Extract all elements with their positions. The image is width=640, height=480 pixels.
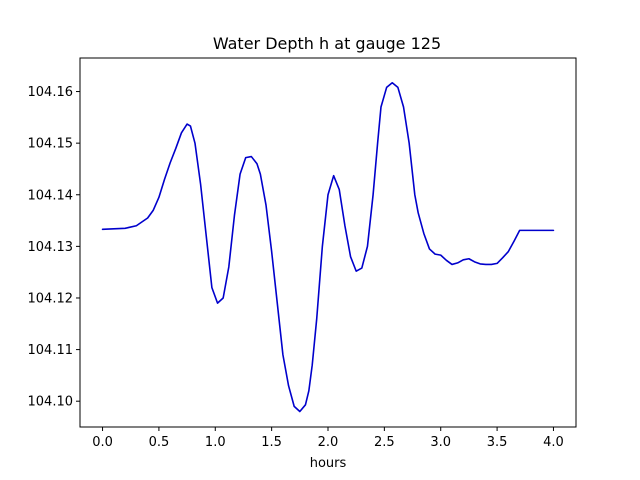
- x-tick-label: 3.0: [430, 435, 451, 450]
- chart-title: Water Depth h at gauge 125: [213, 34, 441, 53]
- y-tick-label: 104.12: [28, 291, 74, 306]
- x-tick-label: 1.0: [205, 435, 226, 450]
- series-line-0: [101, 81, 555, 413]
- y-tick-label: 104.16: [28, 85, 74, 100]
- plot-area: [79, 57, 577, 428]
- x-tick-label: 0.0: [92, 435, 113, 450]
- y-tick-label: 104.11: [28, 343, 74, 358]
- plot-frame: [79, 57, 577, 428]
- x-tick-label: 2.5: [374, 435, 395, 450]
- x-tick-label: 3.5: [487, 435, 508, 450]
- x-axis-label: hours: [310, 456, 347, 471]
- y-tick-label: 104.13: [28, 240, 74, 255]
- y-axis: 104.10 104.11 104.12 104.13 104.14 104.15 104.…: [28, 85, 80, 410]
- x-tick-label: 1.5: [261, 435, 282, 450]
- x-tick-label: 0.5: [149, 435, 170, 450]
- x-axis: 0.0 0.5 1.0 1.5 2.0 2.5 3.0 3.5 4.0: [92, 427, 564, 450]
- x-tick-label: 4.0: [543, 435, 564, 450]
- x-tick-label: 2.0: [318, 435, 339, 450]
- y-tick-label: 104.10: [28, 395, 74, 410]
- y-tick-label: 104.15: [28, 137, 74, 152]
- y-tick-label: 104.14: [28, 188, 74, 203]
